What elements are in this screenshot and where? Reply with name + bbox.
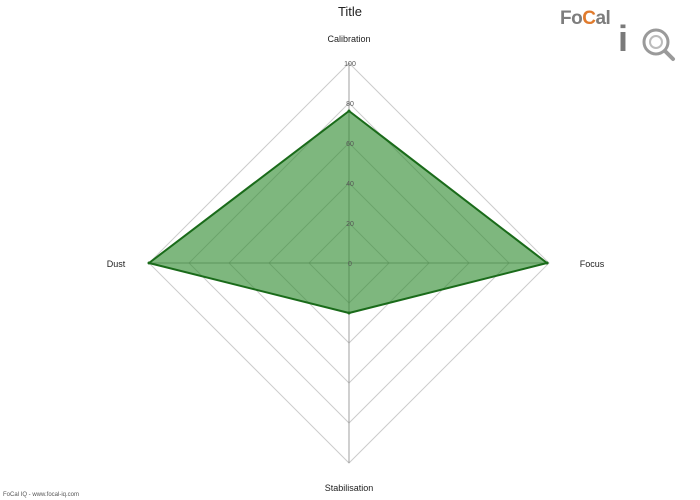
data-point	[347, 311, 351, 315]
focal-iq-logo: FoCal i	[560, 8, 680, 61]
lens-icon	[642, 28, 675, 61]
logo-iq: i	[618, 18, 629, 59]
data-point	[147, 261, 151, 265]
data-point	[545, 261, 549, 265]
tick-label: 40	[346, 181, 354, 188]
chart-title: Title	[337, 4, 363, 19]
tick-label: 60	[346, 141, 354, 148]
tick-label: 80	[346, 101, 354, 108]
tick-label: 20	[346, 221, 354, 228]
category-label: Focus	[580, 259, 605, 269]
category-label: Dust	[107, 259, 126, 269]
data-point	[347, 109, 351, 113]
category-label: Calibration	[327, 34, 370, 44]
footer-credit: FoCal IQ - www.focal-iq.com	[3, 492, 80, 498]
series-area	[149, 111, 547, 313]
tick-label: 0	[348, 261, 352, 268]
tick-label: 100	[344, 61, 356, 68]
logo-wordmark: FoCal	[560, 8, 611, 29]
category-label: Stabilisation	[325, 483, 374, 493]
